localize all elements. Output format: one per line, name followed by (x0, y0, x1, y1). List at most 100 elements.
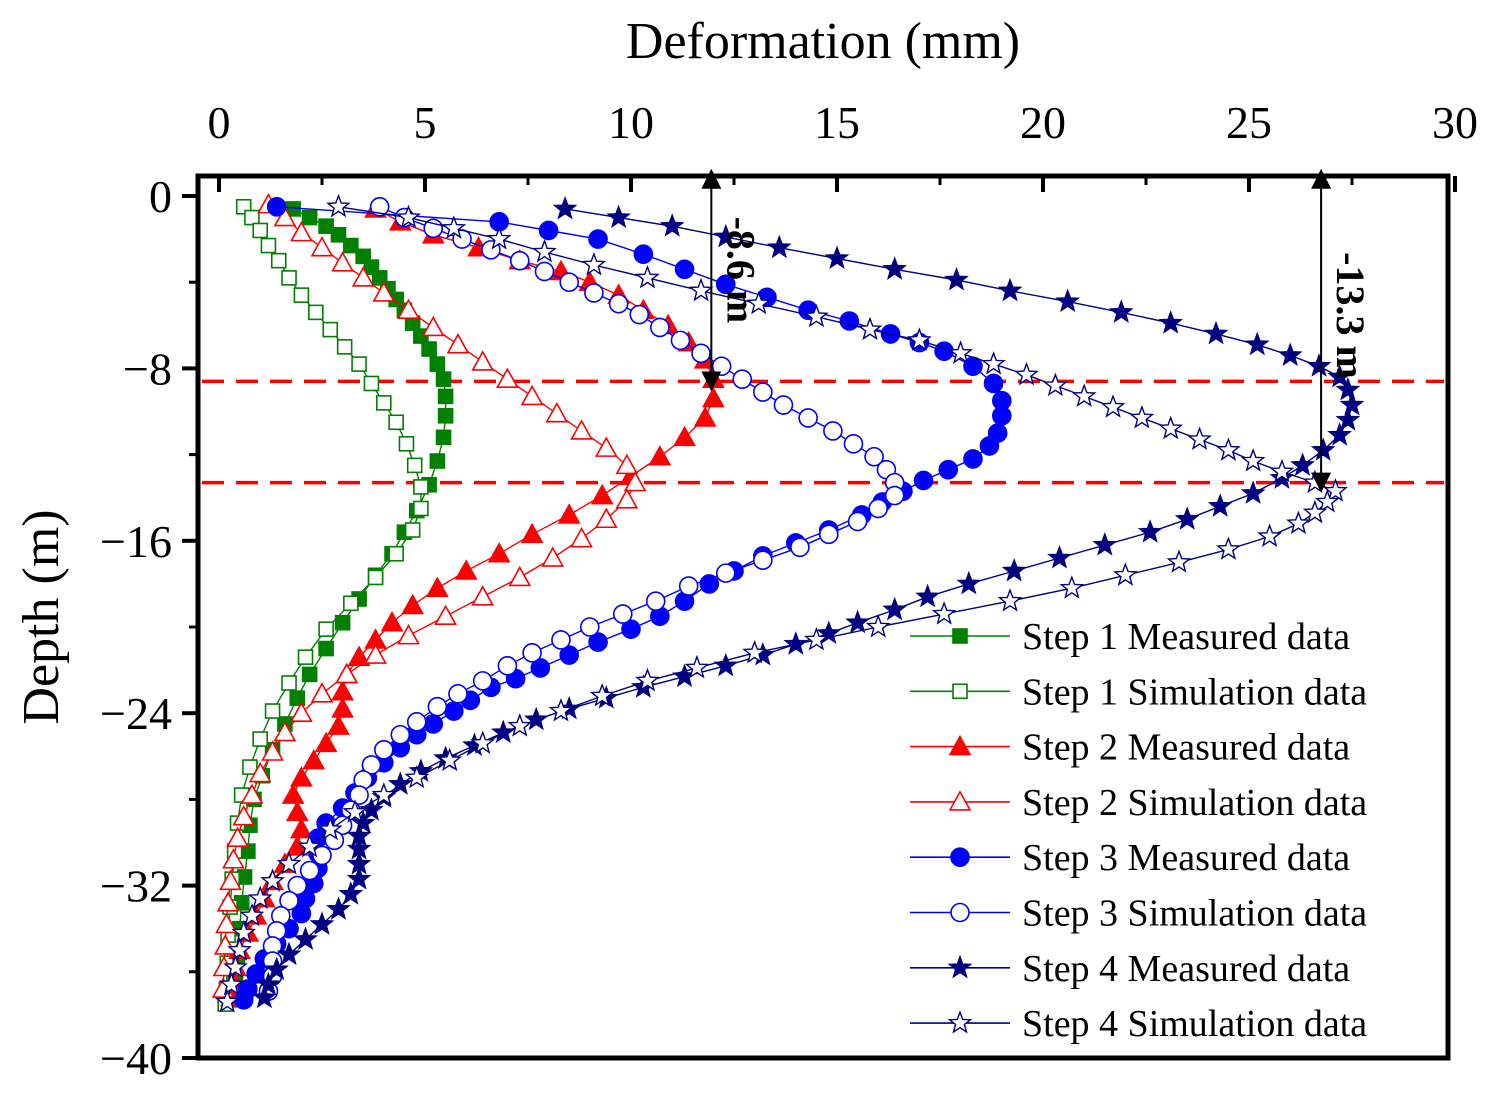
legend-item: Step 4 Measured data (910, 948, 1350, 990)
data-point (369, 196, 390, 217)
data-point (753, 382, 773, 402)
data-point (742, 639, 767, 664)
data-point (336, 339, 353, 355)
series-layer (211, 192, 1365, 1013)
data-point (285, 800, 309, 822)
y-tick-label: −8 (123, 343, 172, 394)
data-point (538, 220, 559, 241)
data-point (1001, 558, 1027, 582)
data-point (1043, 372, 1068, 397)
data-point (520, 522, 544, 544)
data-point (496, 367, 519, 388)
data-point (361, 755, 382, 775)
data-point (349, 785, 369, 805)
data-point (532, 238, 557, 263)
data-point (231, 919, 257, 944)
data-point (551, 630, 571, 650)
data-point (753, 550, 773, 570)
data-point (594, 507, 618, 529)
y-tick-label: −16 (100, 516, 172, 567)
data-point (818, 524, 839, 545)
data-point (1286, 510, 1311, 535)
data-point (327, 714, 350, 735)
data-point (487, 542, 511, 563)
data-point (1203, 320, 1229, 345)
data-point (223, 954, 248, 979)
data-point (1314, 488, 1340, 513)
annotation-label: -8.6 m (718, 217, 763, 324)
data-point (635, 667, 660, 692)
x-tick-label: 20 (1020, 97, 1066, 148)
data-point (581, 252, 607, 276)
annotations: -8.6 m -13.3 m (701, 168, 1373, 493)
data-point (691, 343, 711, 364)
data-point (401, 593, 424, 615)
data-point (301, 209, 318, 226)
data-point (413, 500, 429, 517)
legend-item: Step 1 Simulation data (910, 671, 1367, 713)
legend-label: Step 1 Simulation data (1022, 671, 1367, 713)
data-point (334, 614, 351, 631)
data-point (397, 623, 420, 645)
data-point (330, 226, 347, 243)
data-point (552, 195, 578, 220)
y-tick-label: −24 (100, 688, 172, 739)
data-point (421, 341, 437, 357)
data-point (983, 373, 1004, 394)
data-point (281, 270, 297, 286)
legend-item: Step 4 Simulation data (910, 1003, 1367, 1045)
data-point (670, 330, 691, 351)
data-point (534, 261, 555, 282)
data-point (621, 619, 641, 639)
data-point (326, 193, 351, 218)
data-point (1215, 536, 1241, 560)
legend-marker (948, 790, 972, 811)
legend-marker (947, 1010, 973, 1034)
data-point (343, 595, 359, 612)
data-point (615, 488, 639, 509)
data-point (530, 658, 551, 678)
data-point (991, 406, 1012, 426)
data-point (290, 817, 313, 839)
data-point (559, 272, 580, 293)
data-point (244, 209, 260, 226)
data-point (497, 655, 518, 676)
legend-label: Step 2 Simulation data (1022, 782, 1367, 824)
data-point (981, 351, 1006, 375)
data-point (270, 252, 287, 269)
legend-label: Step 4 Measured data (1022, 948, 1350, 990)
series-8 (214, 193, 1348, 1013)
data-point (367, 569, 384, 586)
data-point (612, 604, 633, 624)
data-point (693, 406, 717, 427)
data-point (252, 984, 277, 1009)
data-point (623, 470, 647, 492)
data-point (629, 304, 650, 325)
data-point (472, 671, 493, 691)
data-point (397, 298, 420, 320)
data-point (650, 317, 670, 338)
data-point (232, 804, 256, 826)
data-point (938, 459, 959, 480)
data-point (309, 911, 335, 935)
data-point (948, 340, 974, 364)
data-point (1335, 407, 1361, 431)
data-point (699, 574, 720, 594)
x-axis: 0 5 10 15 20 25 30 (208, 97, 1478, 192)
data-point (798, 408, 818, 428)
data-point (310, 236, 334, 257)
data-point (239, 902, 265, 927)
data-point (404, 522, 421, 538)
data-point (290, 701, 313, 723)
data-point (314, 731, 338, 753)
data-point (783, 631, 809, 655)
data-point (1240, 448, 1266, 472)
data-point (606, 204, 631, 228)
legend-item: Step 3 Measured data (910, 837, 1350, 879)
data-point (673, 425, 696, 447)
reference-lines (202, 379, 1444, 485)
x-tick-label: 5 (414, 97, 437, 148)
data-point (261, 740, 284, 761)
data-point (301, 666, 318, 683)
